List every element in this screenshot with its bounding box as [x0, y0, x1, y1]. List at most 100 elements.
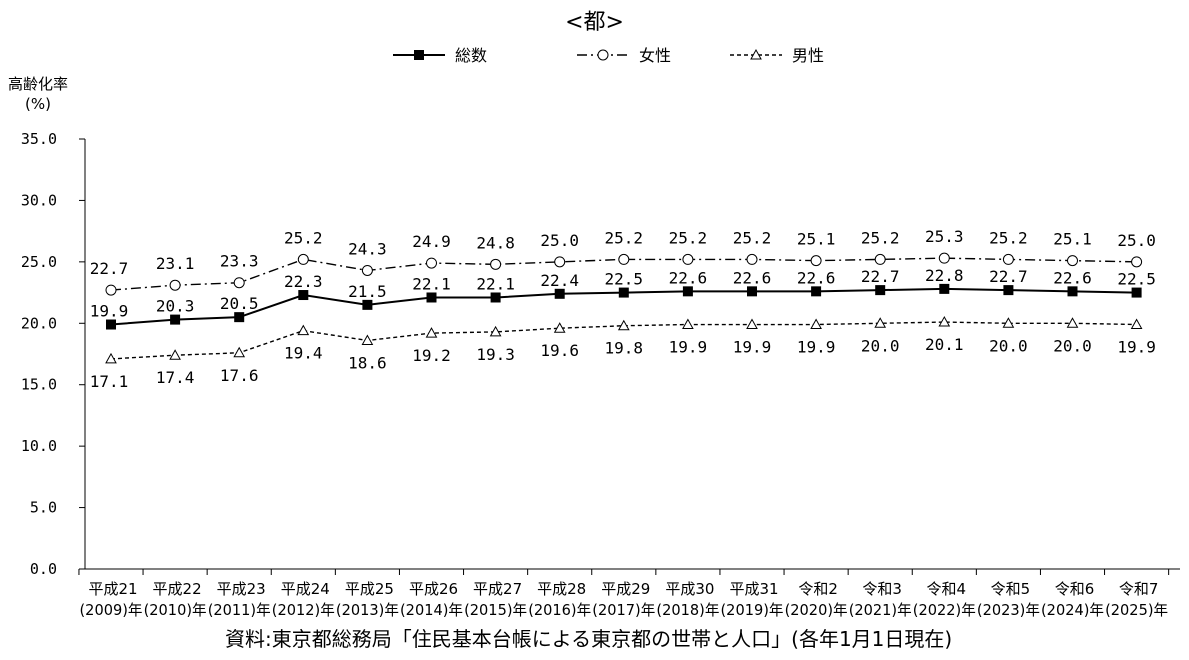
data-label: 25.2	[861, 228, 900, 247]
y-tick-label: 35.0	[21, 130, 57, 148]
data-point	[617, 319, 630, 331]
data-label: 17.1	[90, 372, 129, 391]
data-point	[1067, 255, 1078, 267]
legend-marker	[597, 49, 609, 61]
data-point	[811, 286, 822, 297]
y-tick-label: 30.0	[21, 191, 57, 209]
data-label: 22.7	[989, 267, 1028, 286]
legend-marker	[414, 50, 424, 60]
data-label: 24.9	[412, 232, 451, 251]
data-point	[233, 277, 245, 289]
data-point	[490, 258, 502, 270]
data-point	[105, 284, 117, 296]
data-point	[1067, 286, 1078, 297]
data-point	[746, 318, 758, 330]
data-label: 19.9	[797, 338, 836, 357]
data-point	[361, 264, 373, 276]
data-label: 22.6	[1053, 268, 1092, 287]
data-label: 21.5	[348, 282, 387, 301]
data-label: 25.2	[733, 228, 772, 247]
legend-label: 総数	[455, 46, 487, 65]
data-point	[170, 314, 181, 325]
data-label: 20.5	[220, 294, 259, 313]
x-tick-label-year: (2023)年	[977, 601, 1040, 619]
data-point	[1002, 317, 1015, 328]
data-point	[361, 334, 374, 345]
data-label: 22.6	[669, 268, 708, 287]
y-axis-label-line2: (%)	[25, 95, 51, 113]
x-tick-label-year: (2016)年	[528, 601, 591, 619]
x-tick-label-era: 平成28	[537, 580, 586, 598]
data-label: 22.5	[605, 270, 644, 289]
data-label: 22.8	[925, 266, 964, 285]
x-tick-label-era: 平成24	[281, 580, 330, 598]
x-tick-label-year: (2013)年	[336, 601, 399, 619]
data-point	[554, 256, 566, 268]
x-tick-label-year: (2015)年	[464, 601, 527, 619]
x-tick-label-era: 平成31	[729, 580, 778, 598]
data-label: 20.0	[861, 336, 900, 355]
chart-title: <都>	[565, 10, 624, 35]
data-point	[875, 285, 886, 296]
x-tick-label-year: (2025)年	[1105, 601, 1168, 619]
data-label: 22.3	[284, 272, 323, 291]
data-point	[553, 322, 566, 333]
x-tick-label-era: 令和6	[1055, 580, 1095, 598]
data-point	[233, 346, 246, 358]
data-label: 25.1	[797, 230, 836, 249]
data-point	[874, 317, 887, 328]
data-point	[105, 352, 117, 364]
x-tick-label-year: (2020)年	[785, 601, 848, 619]
data-label: 19.8	[605, 339, 644, 358]
data-point	[682, 318, 694, 330]
x-tick-label-year: (2019)年	[721, 601, 784, 619]
y-tick-label: 5.0	[30, 499, 57, 517]
data-point	[554, 288, 565, 299]
data-point	[1131, 256, 1143, 268]
data-point	[682, 253, 694, 265]
data-label: 22.7	[861, 267, 900, 286]
data-label: 20.1	[925, 335, 964, 354]
data-label: 19.6	[540, 341, 579, 360]
y-axis-label-line1: 高齢化率	[8, 75, 69, 93]
data-point	[939, 283, 950, 294]
legend-marker	[750, 48, 762, 60]
data-label: 18.6	[348, 353, 387, 372]
data-point	[938, 252, 950, 264]
legend-label: 女性	[639, 46, 671, 65]
x-tick-label-era: 令和4	[927, 580, 967, 598]
y-tick-label: 10.0	[21, 437, 57, 455]
data-label: 19.3	[476, 345, 515, 364]
data-point	[682, 286, 693, 297]
data-point	[1002, 253, 1014, 265]
data-label: 19.9	[669, 338, 708, 357]
data-point	[297, 253, 309, 265]
data-point	[618, 287, 629, 298]
data-point	[810, 255, 822, 267]
y-tick-label: 0.0	[30, 560, 57, 578]
data-point	[169, 349, 181, 360]
data-point	[362, 299, 373, 310]
x-tick-label-era: 平成29	[601, 580, 650, 598]
x-tick-label-era: 令和3	[862, 580, 902, 598]
x-tick-label-year: (2009)年	[80, 601, 143, 619]
x-tick-label-year: (2010)年	[144, 601, 207, 619]
x-tick-label-era: 平成21	[88, 580, 137, 598]
source-note: 資料:東京都総務局「住民基本台帳による東京都の世帯と人口」(各年1月1日現在)	[225, 627, 953, 651]
legend-label: 男性	[792, 46, 824, 65]
x-tick-label-year: (2012)年	[272, 601, 335, 619]
x-tick-label-year: (2011)年	[208, 601, 271, 619]
data-point	[426, 257, 437, 269]
data-point	[1003, 285, 1014, 296]
data-label: 20.0	[1053, 336, 1092, 355]
x-tick-label-era: 平成27	[473, 580, 522, 598]
x-tick-label-era: 令和7	[1119, 580, 1159, 598]
series-line-1	[110, 257, 1137, 291]
x-tick-label-era: 平成22	[153, 580, 202, 598]
y-tick-label: 25.0	[21, 253, 57, 271]
data-label: 19.9	[733, 338, 772, 357]
data-label: 22.4	[540, 271, 579, 290]
data-point	[490, 292, 501, 303]
data-point	[297, 324, 310, 336]
